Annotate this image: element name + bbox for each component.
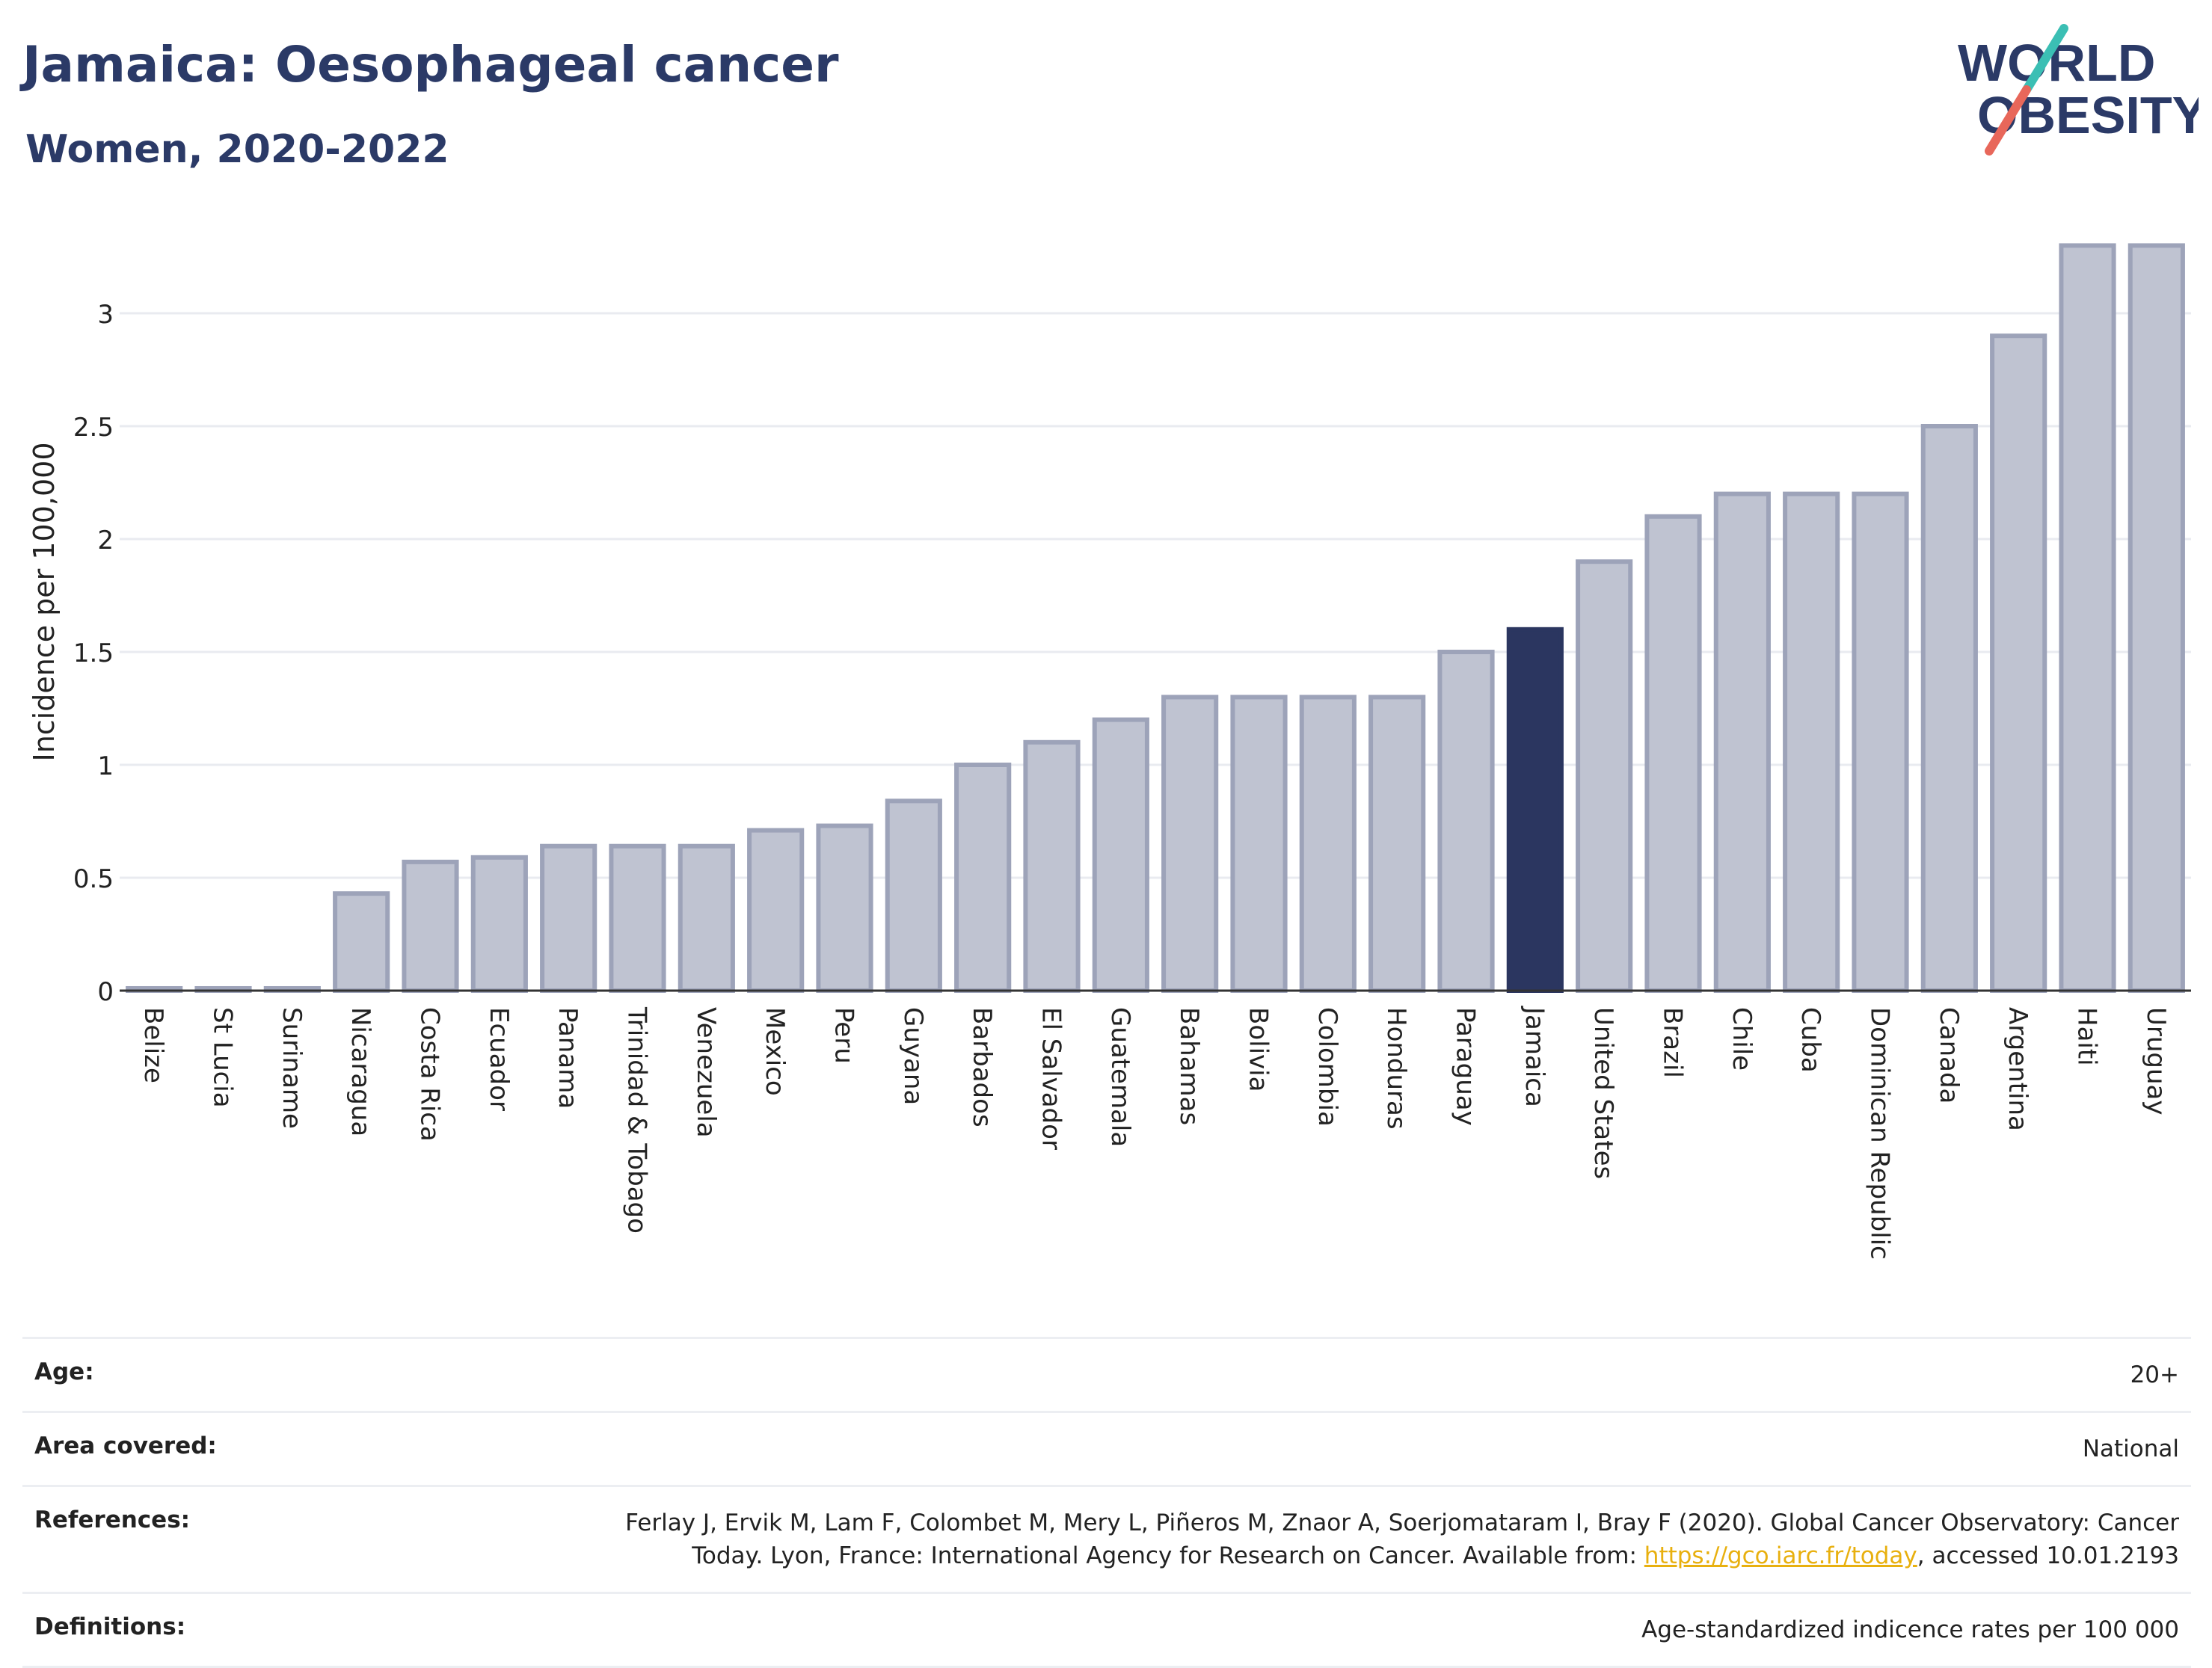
bar-bahamas	[1161, 695, 1219, 994]
info-value: 20+	[2130, 1361, 2179, 1388]
logo-slash-teal	[2022, 24, 2068, 94]
x-tick-label: Jamaica	[1520, 1006, 1549, 1107]
bar-argentina	[1990, 333, 2047, 993]
x-tick-label: Mexico	[760, 1007, 790, 1096]
x-tick-label: Bahamas	[1174, 1007, 1204, 1125]
x-tick-label: Panama	[553, 1007, 583, 1109]
bar-brazil	[1644, 514, 1702, 993]
logo-slash-coral	[1985, 85, 2031, 156]
bar-jamaica	[1506, 627, 1564, 993]
info-value: National	[2082, 1435, 2179, 1462]
bar-canada	[1920, 424, 1978, 993]
x-tick-label: Belize	[138, 1007, 168, 1083]
bar-panama	[540, 843, 597, 993]
info-table: Age: 20+ Area covered: National Referenc…	[22, 1337, 2191, 1668]
info-value: Ferlay J, Ervik M, Lam F, Colombet M, Me…	[594, 1507, 2179, 1572]
x-tick-label: Guatemala	[1105, 1007, 1135, 1147]
x-tick-label: Guyana	[898, 1007, 928, 1105]
bar-paraguay	[1437, 650, 1495, 993]
bar-haiti	[2059, 243, 2116, 993]
x-tick-label: Colombia	[1312, 1007, 1342, 1127]
info-value: Age-standardized indicence rates per 100…	[1641, 1616, 2179, 1643]
x-tick-label: Chile	[1727, 1007, 1757, 1071]
x-tick-label: Honduras	[1381, 1007, 1411, 1130]
bar-guyana	[885, 798, 942, 993]
x-tick-label: United States	[1588, 1007, 1618, 1179]
x-tick-label: Nicaragua	[345, 1007, 375, 1136]
bar-bolivia	[1230, 695, 1288, 994]
x-tick-label: Trinidad & Tobago	[622, 1006, 652, 1234]
chart-title: Jamaica: Oesophageal cancer	[22, 36, 839, 93]
bar-colombia	[1299, 695, 1357, 994]
x-tick-label: Bolivia	[1244, 1007, 1274, 1092]
world-obesity-logo: WORLD OBESITY	[1958, 24, 2199, 156]
y-tick-label: 0.5	[73, 864, 114, 894]
bar-dominican-republic	[1852, 491, 1909, 993]
x-tick-label: Uruguay	[2141, 1007, 2171, 1115]
reference-link[interactable]: https://gco.iarc.fr/today	[1644, 1542, 1917, 1569]
bar-chile	[1713, 491, 1771, 993]
bar-ecuador	[470, 855, 528, 993]
info-row-age: Age: 20+	[22, 1337, 2191, 1411]
bar-costa-rica	[402, 859, 459, 993]
info-label: References:	[34, 1507, 191, 1533]
y-tick-label: 3	[97, 300, 114, 330]
x-tick-label: Venezuela	[691, 1007, 721, 1138]
bar-honduras	[1368, 695, 1426, 994]
x-tick-label: Peru	[829, 1007, 859, 1064]
x-tick-label: Costa Rica	[415, 1007, 445, 1142]
y-tick-label: 1	[97, 751, 114, 781]
chart-subtitle: Women, 2020-2022	[25, 127, 449, 172]
info-row-references: References: Ferlay J, Ervik M, Lam F, Co…	[22, 1485, 2191, 1592]
reference-accessed: , accessed 10.01.2193	[1917, 1542, 2179, 1569]
y-tick-label: 1.5	[73, 638, 114, 668]
x-tick-label: St Lucia	[208, 1007, 238, 1108]
bar-guatemala	[1092, 717, 1149, 993]
x-tick-label: Barbados	[967, 1007, 997, 1127]
x-tick-label: Canada	[1934, 1007, 1964, 1104]
reference-text: Ferlay J, Ervik M, Lam F, Colombet M, Me…	[625, 1509, 2179, 1569]
x-tick-label: Ecuador	[484, 1007, 514, 1111]
info-row-definitions: Definitions: Age-standardized indicence …	[22, 1592, 2191, 1668]
bar-united-states	[1576, 559, 1633, 993]
y-tick-label: 2	[97, 526, 114, 556]
y-tick-label: 2.5	[73, 413, 114, 443]
bar-nicaragua	[333, 891, 390, 994]
bar-cuba	[1783, 491, 1840, 993]
x-tick-label: Haiti	[2072, 1007, 2102, 1066]
x-tick-label: Suriname	[277, 1007, 307, 1129]
x-tick-label: El Salvador	[1036, 1007, 1066, 1150]
bar-mexico	[747, 828, 805, 993]
x-tick-label: Dominican Republic	[1865, 1007, 1895, 1260]
bar-venezuela	[678, 843, 735, 993]
bar-chart: 0 0.5 1 1.5 2 2.5 3 Belize St Lucia Suriname Nicar…	[28, 243, 2191, 1260]
bar-trinidad-tobago	[609, 843, 666, 993]
bar-barbados	[954, 763, 1012, 993]
bars	[126, 243, 2185, 994]
y-tick-label: 0	[97, 977, 114, 1007]
info-label: Definitions:	[34, 1613, 186, 1640]
x-tick-label: Argentina	[2003, 1007, 2033, 1131]
x-tick-label: Cuba	[1795, 1007, 1825, 1073]
x-tick-label: Paraguay	[1451, 1007, 1481, 1126]
y-axis-label: Incidence per 100,000	[28, 442, 61, 761]
grid-lines	[120, 312, 2191, 879]
bar-peru	[816, 823, 873, 994]
info-label: Age:	[34, 1358, 94, 1385]
info-label: Area covered:	[34, 1432, 217, 1459]
x-tick-label: Brazil	[1658, 1007, 1688, 1078]
bar-uruguay	[2127, 243, 2185, 993]
axes: 0 0.5 1 1.5 2 2.5 3 Belize St Lucia Suriname Nicar…	[73, 300, 2191, 1260]
bar-el-salvador	[1023, 739, 1081, 993]
info-row-area: Area covered: National	[22, 1411, 2191, 1485]
